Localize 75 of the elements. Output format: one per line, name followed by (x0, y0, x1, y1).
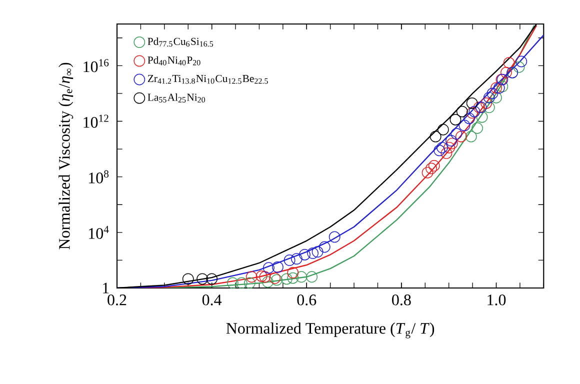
point (516, 56, 528, 68)
point (306, 271, 318, 283)
point (263, 262, 274, 274)
point (500, 66, 512, 78)
point (466, 107, 478, 119)
point (196, 273, 208, 285)
point (466, 97, 478, 109)
point (328, 231, 340, 243)
legend-label: La$_{55}$Al$_{25}$Ni$_{20}$ (148, 93, 206, 103)
point (496, 80, 508, 92)
point (458, 120, 470, 132)
x-axis-title: Normalized Temperature (T$_{g}$/ T) (226, 322, 434, 338)
point (483, 102, 495, 114)
point (437, 124, 449, 136)
point (284, 254, 296, 266)
point (307, 247, 318, 259)
point (480, 97, 492, 109)
legend-label: Pd$_{40}$Ni$_{40}$P$_{20}$ (148, 56, 200, 66)
point (436, 142, 448, 154)
point (182, 273, 194, 285)
point (450, 128, 462, 140)
x-tick-label: 1.0 (488, 294, 506, 306)
point (503, 57, 515, 69)
point (472, 122, 483, 134)
point (236, 277, 248, 289)
y-tick-label: 10$^{16}$ (84, 59, 109, 72)
point (290, 253, 302, 265)
point (434, 144, 446, 156)
point (465, 130, 477, 142)
x-tick-label: 0.2 (108, 294, 126, 306)
legend-label: Pd$_{77.5}$Cu$_{6}$Si$_{16.5}$ (148, 38, 214, 47)
point (430, 130, 442, 142)
point (287, 272, 299, 284)
point (422, 166, 434, 178)
y-tick-label: 1 (103, 282, 109, 294)
y-axis-title: Normalized Viscosity (η$_{e}$/η$_{∞}$) (58, 62, 74, 250)
point (456, 106, 468, 118)
point (490, 82, 502, 94)
point (272, 261, 284, 273)
point (281, 273, 292, 285)
point (287, 266, 299, 278)
point (468, 106, 480, 118)
point (426, 162, 438, 174)
point (455, 130, 467, 142)
point (428, 160, 440, 172)
point (244, 277, 256, 289)
y-tick-label: 10$^{4}$ (89, 226, 109, 239)
point (440, 148, 452, 159)
point (206, 273, 218, 285)
x-tick-label: 0.6 (297, 294, 316, 306)
text: Zr$_{41.2}$Ti$_{13.8}$Ni$_{10}$Cu$_{12.5}$Be$_{22.5}$ (148, 74, 268, 84)
y-tick-label: 10$^{8}$ (89, 170, 109, 184)
point (312, 246, 324, 258)
point (296, 271, 308, 283)
point (446, 134, 457, 146)
point (256, 270, 268, 282)
point (450, 114, 462, 126)
point (464, 112, 475, 124)
point (490, 92, 502, 104)
point (226, 277, 238, 289)
point (444, 142, 456, 154)
y-tick-label: 10$^{12}$ (84, 114, 108, 128)
point (486, 88, 498, 100)
point (318, 241, 330, 253)
point (262, 276, 274, 288)
point (513, 61, 525, 73)
x-tick-label: 0.8 (392, 294, 411, 306)
point (446, 138, 458, 150)
point (299, 248, 310, 260)
point (476, 111, 488, 123)
point (246, 271, 258, 283)
point (259, 271, 271, 283)
x-tick-label: 0.4 (202, 294, 222, 306)
point (483, 92, 495, 104)
point (493, 82, 505, 94)
